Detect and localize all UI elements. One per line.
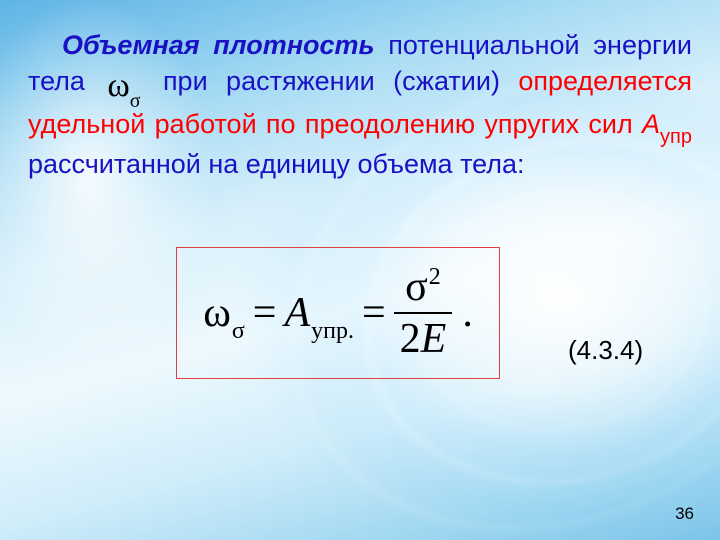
- slide-content: Объемная плотность потенциальной энергии…: [0, 0, 720, 540]
- f-dot: .: [462, 289, 473, 337]
- page-number: 36: [675, 504, 694, 524]
- f-omega: ωσ: [203, 289, 245, 337]
- text-segment: при растяжении (сжатии): [163, 66, 518, 96]
- f-A-sub: упр.: [311, 318, 354, 344]
- symbol-omega-sigma: ωσ: [103, 69, 144, 108]
- f-numerator: σ2: [399, 266, 447, 312]
- A-subscript: упр: [660, 126, 692, 148]
- formula: ωσ = Aупр. = σ2 2E .: [203, 266, 473, 360]
- definition-paragraph: Объемная плотность потенциальной энергии…: [28, 28, 692, 183]
- equation-number: (4.3.4): [568, 335, 643, 366]
- spacer: [145, 66, 163, 96]
- f-A: Aупр.: [284, 289, 354, 337]
- omega-symbol: ω: [107, 67, 129, 104]
- term-volumetric-density: Объемная плотность: [62, 30, 375, 60]
- f-fraction: σ2 2E: [394, 266, 453, 360]
- f-denominator: 2E: [394, 314, 453, 360]
- f-exponent: 2: [429, 264, 441, 290]
- sigma-subscript: σ: [130, 90, 141, 112]
- f-omega-sub: σ: [232, 318, 245, 344]
- f-equals: =: [362, 289, 386, 337]
- formula-box: ωσ = Aупр. = σ2 2E .: [176, 247, 500, 379]
- f-equals: =: [253, 289, 277, 337]
- formula-area: ωσ = Aупр. = σ2 2E . (4.3.4): [28, 241, 692, 411]
- text-segment: рассчитанной на единицу объема тела:: [28, 149, 525, 179]
- spacer: [85, 66, 103, 96]
- symbol-A: А: [642, 109, 660, 139]
